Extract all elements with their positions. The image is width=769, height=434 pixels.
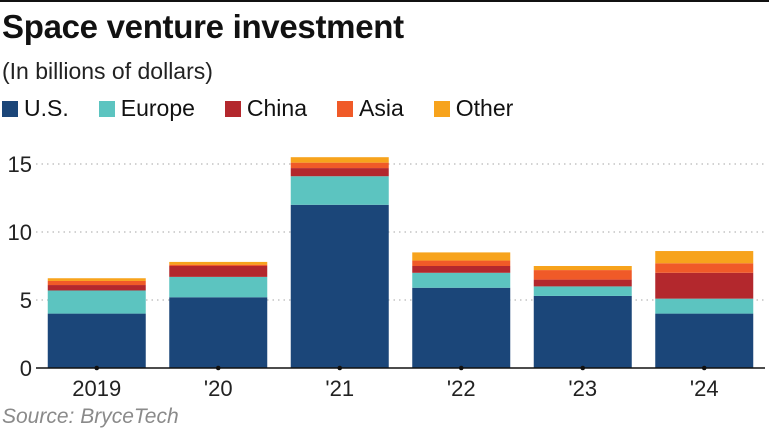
y-tick-label: 10 [8, 220, 32, 245]
bar-segment-europe [655, 298, 754, 314]
legend-item-asia: Asia [337, 95, 404, 122]
bar-segment-asia [169, 264, 268, 266]
bar-segment-europe [169, 276, 268, 298]
bar-segment-us [290, 204, 389, 368]
x-tick-label: '20 [204, 376, 233, 401]
y-tick-label: 0 [20, 356, 32, 381]
x-tick-label: '24 [690, 376, 719, 401]
x-tick-label: '21 [325, 376, 354, 401]
bar-segment-us [169, 297, 268, 368]
bar-segment-asia [412, 260, 511, 266]
chart-subtitle: (In billions of dollars) [2, 58, 213, 84]
bar-segment-other [533, 266, 632, 271]
legend: U.S. Europe China Asia Other [2, 95, 543, 122]
x-tick-label: 2019 [72, 376, 121, 401]
bar-segment-china [412, 266, 511, 273]
legend-label: Europe [120, 95, 195, 121]
bar-segment-us [47, 313, 146, 368]
bar-segment-china [47, 285, 146, 291]
legend-swatch [337, 100, 354, 117]
bar-segment-other [47, 278, 146, 281]
bar-segment-other [290, 157, 389, 163]
top-rule [0, 0, 769, 2]
legend-item-us: U.S. [2, 95, 69, 122]
bar-segment-china [290, 168, 389, 177]
bar-segment-europe [47, 290, 146, 314]
bar-segment-china [169, 266, 268, 277]
source-note: Source: BryceTech [2, 405, 179, 428]
legend-swatch [98, 100, 115, 117]
bar-segment-china [533, 279, 632, 287]
bar-segment-us [412, 287, 511, 368]
legend-item-china: China [224, 95, 308, 122]
bar-segment-asia [290, 162, 389, 169]
bar-segment-europe [533, 286, 632, 296]
y-tick-label: 15 [8, 152, 32, 177]
bar-segment-asia [533, 270, 632, 280]
bar-segment-asia [47, 280, 146, 286]
legend-swatch [433, 100, 450, 117]
legend-label: U.S. [24, 95, 69, 121]
legend-swatch [2, 100, 18, 117]
legend-label: China [246, 95, 308, 121]
chart-title: Space venture investment [2, 8, 404, 45]
x-tick-label: '22 [447, 376, 476, 401]
bar-segment-europe [290, 176, 389, 205]
bar-segment-other [169, 261, 268, 265]
bar-segment-us [655, 313, 754, 368]
y-tick-label: 5 [20, 288, 32, 313]
bar-segment-asia [655, 263, 754, 273]
legend-label: Asia [359, 95, 404, 121]
legend-label: Other [455, 95, 514, 121]
legend-swatch [224, 100, 241, 117]
bar-segment-us [533, 295, 632, 368]
legend-item-europe: Europe [98, 95, 195, 122]
bar-segment-china [655, 272, 754, 299]
legend-item-other: Other [433, 95, 514, 122]
bar-segment-other [655, 251, 754, 264]
x-tick-label: '23 [568, 376, 597, 401]
bar-segment-other [412, 252, 511, 261]
bar-segment-europe [412, 272, 511, 288]
bar-chart: 0 5 10 15 2019 '20 '21 '22 '23 '24 [8, 152, 765, 401]
